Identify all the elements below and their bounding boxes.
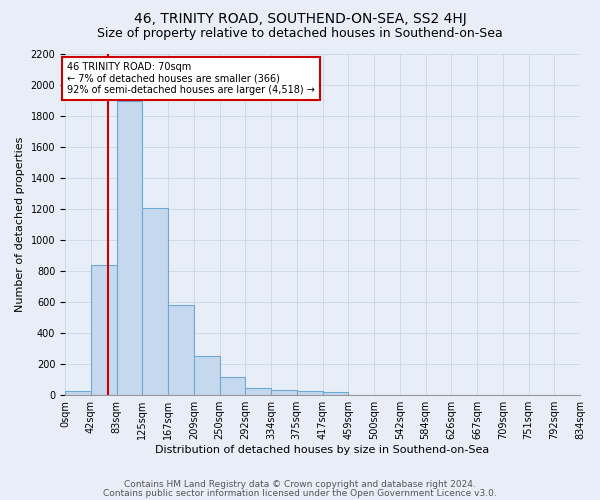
Bar [297,391,323,395]
Y-axis label: Number of detached properties: Number of detached properties [15,137,25,312]
X-axis label: Distribution of detached houses by size in Southend-on-Sea: Distribution of detached houses by size … [155,445,490,455]
Text: 46, TRINITY ROAD, SOUTHEND-ON-SEA, SS2 4HJ: 46, TRINITY ROAD, SOUTHEND-ON-SEA, SS2 4… [134,12,466,26]
Bar [116,100,142,395]
Bar [220,376,245,395]
Text: 46 TRINITY ROAD: 70sqm
← 7% of detached houses are smaller (366)
92% of semi-det: 46 TRINITY ROAD: 70sqm ← 7% of detached … [67,62,315,95]
Text: Contains HM Land Registry data © Crown copyright and database right 2024.: Contains HM Land Registry data © Crown c… [124,480,476,489]
Bar [323,392,348,395]
Bar [65,392,91,395]
Bar [194,356,220,395]
Text: Size of property relative to detached houses in Southend-on-Sea: Size of property relative to detached ho… [97,28,503,40]
Bar [245,388,271,395]
Text: Contains public sector information licensed under the Open Government Licence v3: Contains public sector information licen… [103,488,497,498]
Bar [271,390,297,395]
Bar [168,306,194,395]
Bar [91,265,116,395]
Bar [142,208,168,395]
